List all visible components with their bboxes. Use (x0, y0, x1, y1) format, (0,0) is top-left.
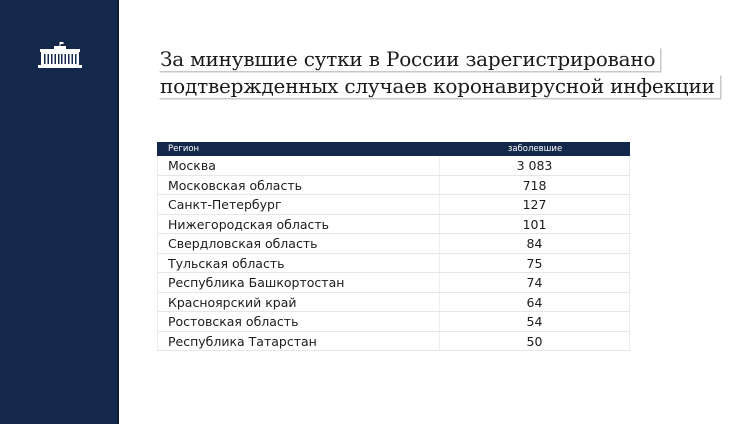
table-row: Красноярский край 64 (157, 292, 630, 312)
region-cell: Москва (157, 156, 440, 175)
region-cell: Санкт-Петербург (157, 195, 440, 214)
region-cell: Республика Татарстан (157, 331, 440, 350)
table-row: Москва 3 083 (157, 156, 630, 176)
column-header-region: Регион (168, 144, 200, 154)
region-cell: Московская область (157, 175, 440, 194)
title-line-1: За минувшие сутки в России зарегистриров… (158, 47, 661, 71)
table-row: Республика Татарстан 50 (157, 331, 630, 351)
title-line-2: подтвержденных случаев коронавирусной ин… (158, 74, 720, 98)
table-row: Тульская область 75 (157, 253, 630, 273)
region-cell: Тульская область (157, 253, 440, 272)
table-row: Свердловская область 84 (157, 234, 630, 254)
sidebar (0, 0, 119, 424)
region-cell: Ростовская область (157, 312, 440, 331)
cases-table: Регион заболевшие Москва 3 083 Московска… (157, 142, 630, 351)
cases-cell: 54 (440, 312, 630, 331)
region-cell: Республика Башкортостан (157, 273, 440, 292)
cases-cell: 50 (440, 331, 630, 350)
region-cell: Красноярский край (157, 292, 440, 311)
government-building-icon (38, 42, 82, 68)
cases-cell: 64 (440, 292, 630, 311)
cases-cell: 84 (440, 234, 630, 253)
region-cell: Свердловская область (157, 234, 440, 253)
table-row: Санкт-Петербург 127 (157, 195, 630, 215)
table-row: Московская область 718 (157, 175, 630, 195)
table-header: Регион заболевшие (157, 142, 630, 156)
table-row: Республика Башкортостан 74 (157, 273, 630, 293)
region-cell: Нижегородская область (157, 214, 440, 233)
cases-cell: 718 (440, 175, 630, 194)
cases-cell: 101 (440, 214, 630, 233)
table-row: Ростовская область 54 (157, 312, 630, 332)
slide-title: За минувшие сутки в России зарегистриров… (158, 47, 720, 101)
cases-cell: 127 (440, 195, 630, 214)
cases-cell: 3 083 (440, 156, 630, 175)
cases-cell: 75 (440, 253, 630, 272)
table-row: Нижегородская область 101 (157, 214, 630, 234)
cases-cell: 74 (440, 273, 630, 292)
column-header-cases: заболевшие (507, 144, 563, 154)
